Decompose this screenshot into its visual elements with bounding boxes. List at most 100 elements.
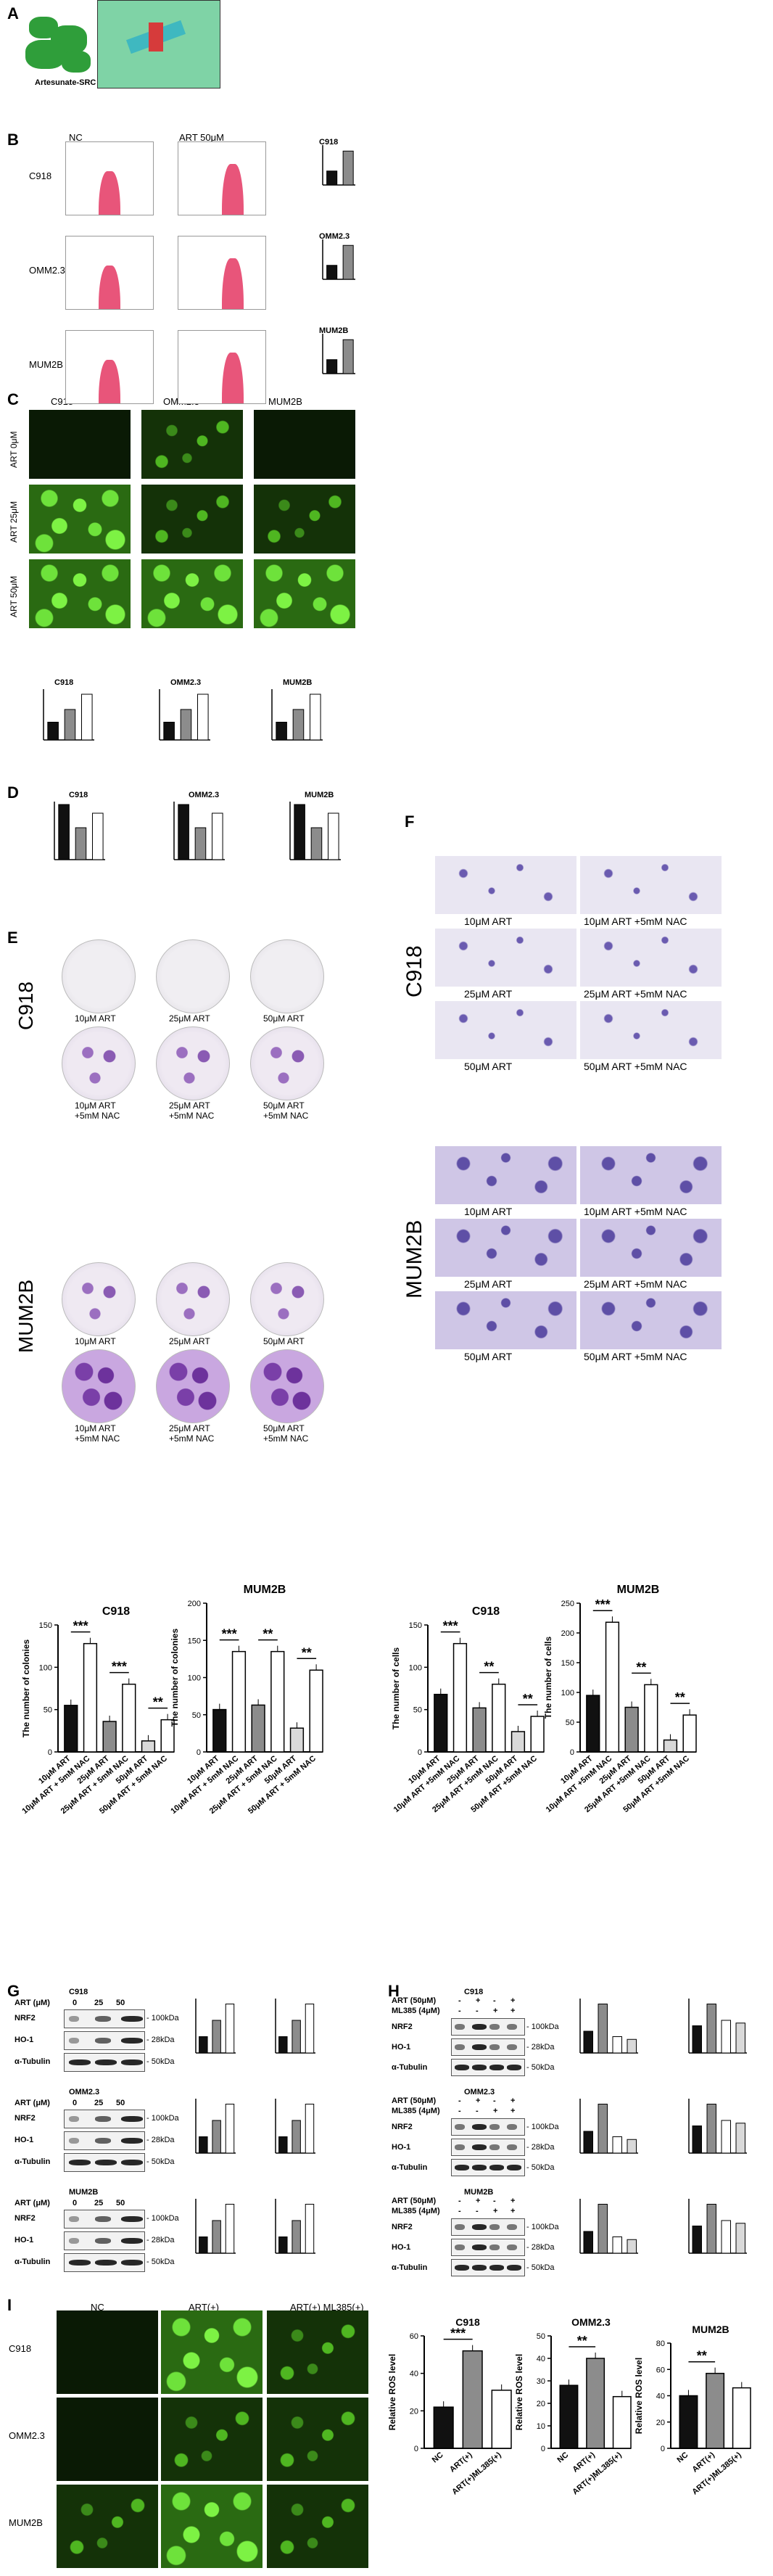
- blot-strip: [451, 2038, 525, 2056]
- sig-stars: **: [153, 1695, 163, 1710]
- i-fluorescence-image: [57, 2398, 158, 2481]
- mini-bar: [706, 2004, 716, 2054]
- c-chart-title: OMM2.3: [170, 678, 201, 687]
- mini-bar: [212, 2020, 221, 2054]
- blot-band: [121, 2059, 143, 2065]
- blot-band: [507, 2265, 521, 2271]
- blot-strip: [64, 2231, 145, 2250]
- blot-band: [472, 2044, 487, 2050]
- bar: [289, 1727, 305, 1753]
- h-ml385-label: ML385 (4μM): [392, 2007, 440, 2015]
- sig-stars: **: [577, 2334, 587, 2348]
- blot-strip: [64, 2110, 145, 2128]
- blot-strip: [451, 2118, 525, 2136]
- transwell-label: 10μM ART: [464, 1206, 513, 1217]
- flow-histogram-art: [178, 330, 266, 404]
- blot-band: [489, 2024, 500, 2030]
- g-protein: NRF2: [15, 2014, 36, 2022]
- mini-bar: [178, 804, 189, 860]
- blot-band: [455, 2065, 469, 2070]
- mini-bar: [278, 2036, 288, 2054]
- mini-bar: [721, 2020, 731, 2054]
- bar: [309, 1669, 323, 1753]
- g-cell: OMM2.3: [69, 2088, 100, 2096]
- bar: [491, 2390, 512, 2449]
- blot-band: [69, 2238, 79, 2244]
- mini-bar: [583, 2131, 593, 2154]
- dish-label-mum: 50μM ART: [263, 1336, 305, 1346]
- chart-title: MUM2B: [244, 1584, 286, 1596]
- dish-label-nac-2: +5mM NAC: [75, 1111, 120, 1121]
- h-size: - 100kDa: [526, 2022, 559, 2031]
- bar: [231, 1650, 247, 1753]
- panel-label-c: C: [7, 390, 19, 408]
- h-size: - 50kDa: [526, 2063, 555, 2072]
- sig-stars: ***: [443, 1619, 458, 1634]
- panel-label-i: I: [7, 2296, 12, 2314]
- dish-label-mum-nac: 50μM ART: [263, 1423, 305, 1433]
- dish-label: 25μM ART: [169, 1013, 210, 1024]
- transwell-image-nac: [580, 856, 722, 914]
- blot-band: [95, 2138, 111, 2144]
- blot-band: [69, 2116, 79, 2122]
- mini-bar: [612, 2036, 622, 2054]
- panel-label-g: G: [7, 1982, 20, 2000]
- dish-label-mum-nac-2: +5mM NAC: [75, 1433, 120, 1444]
- h-art-label: ART (50μM): [392, 2096, 437, 2105]
- fluorescence-image: [29, 559, 131, 628]
- flow-histogram-nc: [65, 141, 154, 215]
- blot-band: [489, 2165, 504, 2170]
- g-protein: HO-1: [15, 2136, 34, 2144]
- y-tick-label: 60: [410, 2332, 418, 2341]
- mini-bar: [163, 722, 175, 741]
- mini-bar: [278, 2236, 288, 2254]
- h-protein: HO-1: [392, 2043, 411, 2052]
- y-tick-label: 0: [541, 2445, 545, 2453]
- colony-dish: [156, 939, 230, 1013]
- b-row-label: C918: [29, 170, 52, 181]
- blot-band: [121, 2260, 143, 2266]
- bar: [64, 1705, 78, 1753]
- mini-bar: [199, 2036, 208, 2054]
- transwell-image: [435, 1146, 576, 1204]
- y-tick-label: 0: [197, 1748, 201, 1757]
- docking-zoom-image: [97, 0, 220, 89]
- y-tick-label: 250: [561, 1600, 574, 1608]
- mini-bar: [199, 2236, 208, 2254]
- h-protein: NRF2: [392, 2223, 413, 2231]
- dish-label-nac: 50μM ART: [263, 1100, 305, 1111]
- transwell-label-nac: 10μM ART +5mM NAC: [584, 1206, 687, 1217]
- g-cell: C918: [69, 1988, 88, 1996]
- mini-bar: [305, 2004, 315, 2054]
- i-fluorescence-image: [267, 2485, 368, 2568]
- flow-peak: [222, 258, 244, 309]
- blot-band: [472, 2024, 487, 2030]
- mini-bar: [276, 722, 287, 741]
- g-cell: MUM2B: [69, 2188, 99, 2197]
- bar: [102, 1721, 117, 1753]
- colony-dish: [250, 939, 324, 1013]
- panel-label-a: A: [7, 4, 19, 22]
- h-art-label: ART (50μM): [392, 2197, 437, 2205]
- blot-strip: [451, 2239, 525, 2256]
- y-tick-label: 0: [661, 2445, 665, 2453]
- blot-band: [489, 2065, 504, 2070]
- y-tick-label: 60: [656, 2366, 665, 2374]
- transwell-label: 50μM ART: [464, 1061, 513, 1072]
- bar: [83, 1642, 98, 1753]
- y-tick-label: 0: [418, 1748, 422, 1757]
- bar: [586, 2358, 605, 2449]
- h-protein: α-Tubulin: [392, 2063, 428, 2072]
- h-size: - 50kDa: [526, 2263, 555, 2272]
- h-cell: OMM2.3: [464, 2088, 495, 2096]
- bar: [122, 1683, 136, 1753]
- blot-band: [489, 2265, 504, 2271]
- y-tick-label: 10: [537, 2422, 545, 2431]
- y-axis-label: The number of cells: [543, 1636, 553, 1719]
- sig-stars: **: [484, 1660, 494, 1674]
- fluorescence-image: [141, 485, 243, 554]
- transwell-image-nac: [580, 1001, 722, 1059]
- mini-bar: [58, 804, 70, 860]
- blot-strip: [64, 2153, 145, 2172]
- h-size: - 28kDa: [526, 2043, 555, 2052]
